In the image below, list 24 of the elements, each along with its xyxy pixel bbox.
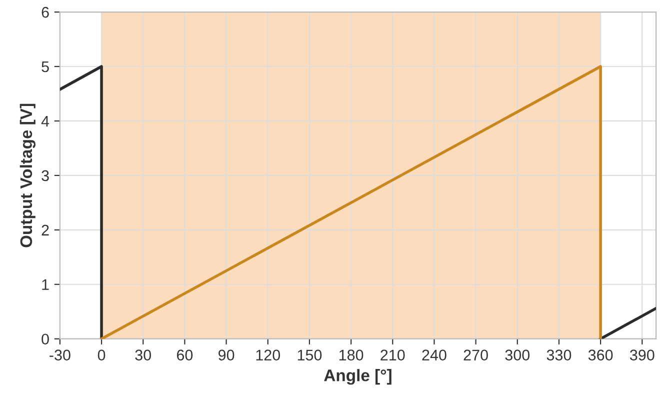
y-tick-label: 2 [42,224,49,236]
x-axis-title: Angle [°] [324,369,392,385]
y-axis-title: Output Voltage [V] [20,104,36,248]
x-tick-label: 0 [98,350,106,360]
x-tick-label: 300 [505,350,530,360]
y-tick-label: 5 [42,62,49,72]
x-tick-label: 30 [135,350,152,360]
x-tick-label: 90 [218,350,234,360]
x-tick-label: 60 [176,350,193,360]
x-tick-label: 330 [546,350,572,360]
x-tick-label: 270 [464,350,488,360]
x-tick-label: 240 [422,350,446,360]
y-tick-label: 0 [42,334,49,345]
x-tick-label: 120 [256,350,280,360]
x-tick-label: 150 [298,350,322,360]
x-tick-label: 360 [588,350,613,360]
x-tick-label: 180 [339,350,364,360]
y-tick-label: 3 [42,170,49,182]
x-tick-label: 210 [380,350,405,360]
y-tick-label: 6 [42,6,49,18]
x-tick-label: -30 [50,350,70,360]
x-tick-label: 390 [630,350,654,360]
y-tick-label: 4 [41,116,50,127]
y-tick-label: 1 [42,279,49,290]
